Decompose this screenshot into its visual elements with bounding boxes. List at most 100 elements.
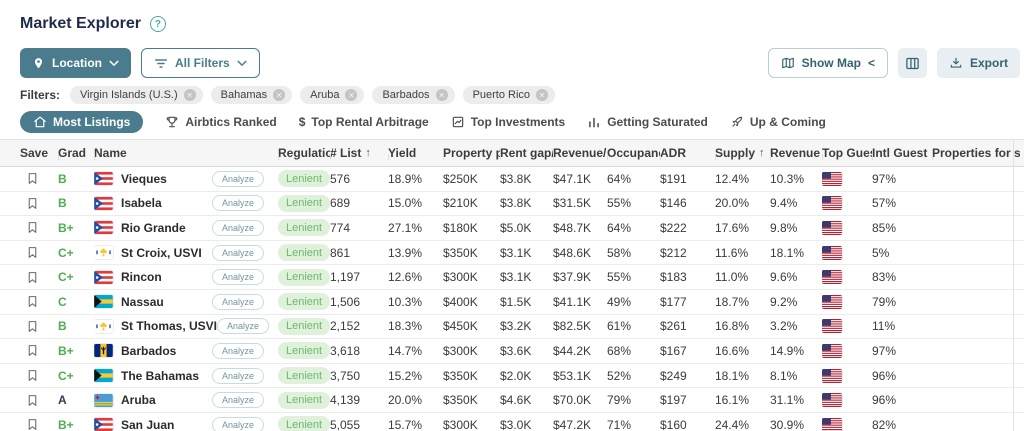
cell-topguest [822,319,872,333]
tab-up-coming[interactable]: Up & Coming [730,115,826,129]
table-row[interactable]: A Aruba Analyze Lenient 4,139 20.0% $350K $4.6K… [0,388,1024,413]
tab-top-investments[interactable]: Top Investments [451,115,565,129]
save-bookmark-button[interactable] [26,319,39,334]
save-bookmark-button[interactable] [26,417,39,431]
market-name[interactable]: Aruba [121,393,156,408]
sort-arrow-icon[interactable]: ↑ [365,147,371,159]
chip-close-icon[interactable]: ✕ [536,89,549,101]
column-header-grade[interactable]: Grad [58,146,94,160]
save-bookmark-button[interactable] [26,245,39,260]
table-row[interactable]: C Nassau Analyze Lenient 1,506 10.3% $400K $1.5… [0,290,1024,315]
table-scroll-divider [1013,139,1014,431]
column-header-revenue[interactable]: Revenue/ [553,146,607,160]
analyze-button[interactable]: Analyze [211,219,264,236]
chip-close-icon[interactable]: ✕ [435,89,448,101]
analyze-button[interactable]: Analyze [211,367,264,384]
column-header-adr[interactable]: ADR [660,146,715,160]
cell-save [20,220,58,235]
cell-regulation: Lenient [278,219,330,237]
cell-revgrowth: 10.3% [770,171,805,186]
tab-airbtics-ranked[interactable]: Airbtics Ranked [165,115,277,129]
columns-button[interactable] [897,48,927,78]
table-row[interactable]: B+ San Juan Analyze Lenient 5,055 15.7% $300K $… [0,413,1024,431]
save-bookmark-button[interactable] [26,393,39,408]
tab-getting-saturated[interactable]: Getting Saturated [587,115,708,129]
grade-badge: C+ [58,368,74,383]
column-header-label: Intl Guest [872,146,928,160]
analyze-button[interactable]: Analyze [217,318,270,335]
table-row[interactable]: B Vieques Analyze Lenient 576 18.9% $250K $3.8K… [0,167,1024,192]
table-row[interactable]: B+ Rio Grande Analyze Lenient 774 27.1% $180K $… [0,216,1024,241]
export-button[interactable]: Export [936,48,1020,78]
column-header-intl[interactable]: Intl Guest [872,146,932,160]
analyze-button[interactable]: Analyze [211,244,264,261]
market-name[interactable]: San Juan [121,417,175,431]
analyze-button[interactable]: Analyze [211,170,264,187]
column-header-yield[interactable]: Yield [388,146,443,160]
market-name[interactable]: Rincon [121,270,162,285]
all-filters-label: All Filters [175,56,230,70]
column-header-name[interactable]: Name [94,146,278,160]
column-header-save[interactable]: Save [20,146,58,160]
save-bookmark-button[interactable] [26,270,39,285]
cell-grade: B [58,196,94,210]
table-row[interactable]: B Isabela Analyze Lenient 689 15.0% $210K $3.8K… [0,192,1024,217]
table-row[interactable]: C+ Rincon Analyze Lenient 1,197 12.6% $300K $3.… [0,265,1024,290]
market-name[interactable]: St Croix, USVI [121,245,202,260]
market-name[interactable]: Isabela [121,196,162,211]
cell-intl: 57% [872,196,897,211]
location-pin-icon [32,57,45,70]
table-row[interactable]: C+ The Bahamas Analyze Lenient 3,750 15.2% $35… [0,364,1024,389]
table-row[interactable]: B St Thomas, USVI Analyze Lenient 2,152 18.3%… [0,315,1024,340]
market-name[interactable]: Barbados [121,343,177,358]
market-name[interactable]: The Bahamas [121,368,200,383]
chip-close-icon[interactable]: ✕ [273,89,286,101]
cell-supply: 11.0% [715,270,749,285]
save-bookmark-button[interactable] [26,368,39,383]
flag-us-icon [822,418,842,431]
column-header-property[interactable]: Property p [443,146,500,160]
save-bookmark-button[interactable] [26,343,39,358]
chip-close-icon[interactable]: ✕ [183,89,196,101]
save-bookmark-button[interactable] [26,220,39,235]
columns-icon [905,56,920,71]
analyze-button[interactable]: Analyze [211,342,264,359]
table-row[interactable]: C+ St Croix, USVI Analyze Lenient 861 13.9% $3… [0,241,1024,266]
help-icon[interactable]: ? [149,16,166,32]
market-name[interactable]: Rio Grande [121,220,186,235]
column-header-listings[interactable]: # List ↑ [330,146,388,160]
column-header-label: Rent gap/ [500,146,553,160]
cell-save [20,343,58,358]
column-header-rentgap[interactable]: Rent gap/ [500,146,553,160]
save-bookmark-button[interactable] [26,171,39,186]
column-header-topguest[interactable]: Top Gues [822,146,872,160]
column-header-regulation[interactable]: Regulatio [278,146,330,160]
analyze-button[interactable]: Analyze [211,293,264,310]
analyze-button[interactable]: Analyze [211,392,264,409]
analyze-button[interactable]: Analyze [211,269,264,286]
market-name[interactable]: Nassau [121,294,164,309]
analyze-button[interactable]: Analyze [211,195,264,212]
market-name[interactable]: Vieques [121,171,167,186]
column-header-supply[interactable]: Supply ↑ [715,146,770,160]
save-bookmark-button[interactable] [26,196,39,211]
table-row[interactable]: B+ Barbados Analyze Lenient 3,618 14.7% $300K $… [0,339,1024,364]
cell-topguest [822,172,872,186]
tab-top-rental-arbitrage[interactable]: $ Top Rental Arbitrage [299,115,429,129]
show-map-button[interactable]: Show Map < [767,48,888,78]
location-button[interactable]: Location [20,48,131,78]
cell-name: St Croix, USVI Analyze [94,244,278,261]
save-bookmark-button[interactable] [26,294,39,309]
column-header-occupancy[interactable]: Occupanc [607,146,660,160]
column-header-label: Yield [388,146,417,160]
cell-property: $300K [443,417,478,431]
column-header-revgrowth[interactable]: Revenue [770,146,822,160]
column-header-properties[interactable]: Properties for sa [932,146,1020,160]
sort-arrow-icon[interactable]: ↑ [759,147,765,159]
cell-revgrowth: 31.1% [770,393,805,408]
tab-most-listings[interactable]: Most Listings [20,111,144,133]
chip-close-icon[interactable]: ✕ [345,89,358,101]
market-name[interactable]: St Thomas, USVI [121,319,218,334]
all-filters-button[interactable]: All Filters [141,48,260,78]
analyze-button[interactable]: Analyze [211,416,264,431]
